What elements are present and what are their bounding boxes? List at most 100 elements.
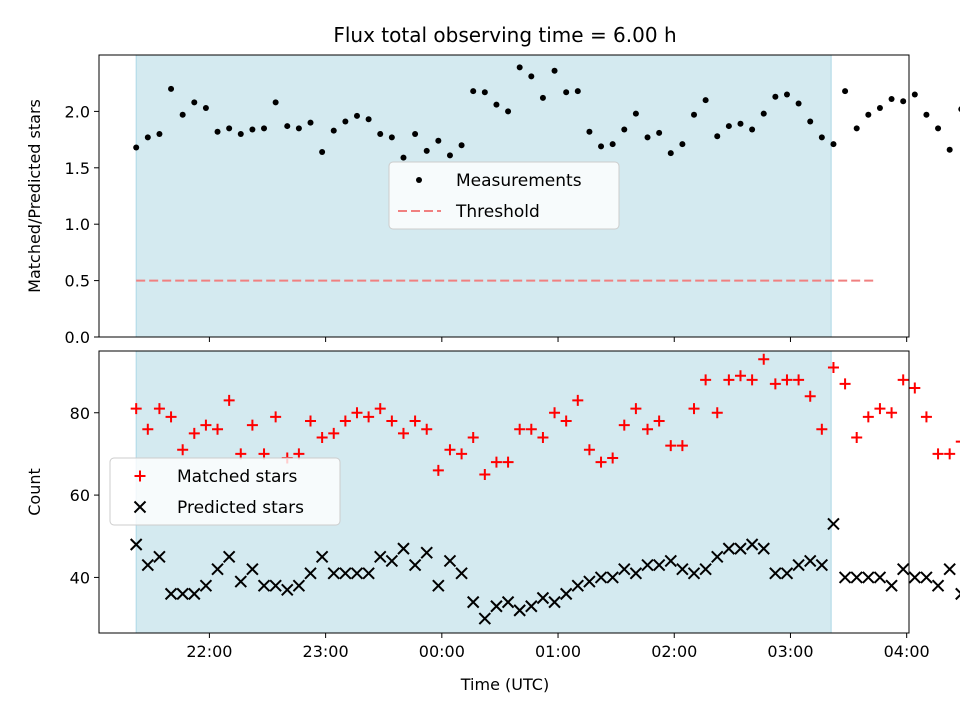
matched-point: [467, 431, 479, 443]
measurement-point: [179, 111, 186, 118]
predicted-point: [199, 579, 213, 592]
matched-point: [177, 444, 189, 456]
legend: Matched stars Predicted stars: [109, 457, 341, 526]
measurement-point: [353, 112, 360, 119]
measurement-point: [191, 99, 198, 106]
measurement-point: [539, 94, 546, 101]
y-tick-label: 40: [70, 568, 90, 587]
matched-point: [851, 431, 863, 443]
matched-point: [862, 411, 874, 423]
matched-point: [374, 403, 386, 415]
predicted-point: [548, 595, 561, 609]
measurement-point: [830, 141, 837, 148]
matched-point: [212, 423, 224, 435]
measurement-point: [842, 88, 849, 95]
measurement-point: [528, 73, 535, 80]
matched-point: [700, 374, 712, 386]
measurement-point: [470, 88, 477, 95]
matched-point: [537, 431, 549, 443]
measurement-point: [446, 152, 453, 159]
matched-point: [351, 407, 363, 419]
legend-label: Threshold: [455, 202, 540, 222]
matched-point: [142, 423, 154, 435]
legend-label: Predicted stars: [177, 498, 304, 518]
predicted-point: [792, 558, 805, 572]
matched-point: [223, 394, 235, 406]
predicted-point: [129, 538, 143, 551]
y-tick-label: 60: [70, 486, 90, 505]
x-tick-label: 04:00: [884, 642, 930, 661]
predicted-point: [850, 571, 863, 584]
matched-point: [479, 469, 491, 481]
measurement-point: [807, 118, 814, 125]
predicted-point: [606, 571, 619, 584]
legend-label: Measurements: [456, 171, 582, 191]
measurement-point: [388, 134, 395, 141]
matched-point: [514, 423, 526, 435]
predicted-point: [734, 542, 747, 555]
matched-point: [909, 382, 921, 394]
matched-point: [444, 444, 456, 456]
matched-point: [456, 448, 468, 460]
matched-point: [421, 423, 433, 435]
count-panel: 22:00 23:00 00:00 01:00 02:00 03:00 04:00 40 60 8…: [25, 350, 960, 661]
x-tick-label: 02:00: [651, 642, 697, 661]
matched-point: [246, 419, 258, 431]
predicted-point: [536, 591, 550, 605]
matched-point: [525, 423, 537, 435]
matched-point: [305, 415, 317, 427]
predicted-point: [513, 604, 526, 617]
predicted-point: [269, 579, 282, 592]
matched-point: [630, 403, 642, 415]
measurement-point: [853, 125, 860, 132]
measurement-point: [551, 67, 558, 74]
predicted-point: [641, 558, 654, 572]
matched-point: [944, 448, 956, 460]
legend-marker-matched: [134, 470, 146, 482]
matched-point: [188, 427, 200, 439]
predicted-point: [420, 546, 433, 559]
predicted-point: [315, 550, 329, 564]
predicted-point: [490, 600, 503, 613]
measurement-point: [377, 130, 384, 137]
predicted-point: [594, 571, 608, 584]
chart-title: Flux total observing time = 6.00 h: [333, 23, 676, 47]
y-tick-label: 2.0: [65, 102, 90, 121]
predicted-point: [722, 542, 736, 555]
matched-point: [607, 452, 619, 464]
y-tick-label: 1.0: [65, 215, 90, 234]
y-tick-label: 1.5: [65, 159, 90, 178]
measurement-point: [888, 95, 895, 102]
predicted-point: [652, 558, 666, 572]
predicted-point: [676, 562, 689, 576]
measurement-point: [760, 110, 767, 117]
measurement-point: [923, 111, 930, 118]
x-tick-label: 01:00: [535, 642, 581, 661]
matched-point: [642, 423, 654, 435]
matched-point: [839, 378, 851, 390]
measurement-point: [307, 119, 314, 126]
measurement-point: [911, 91, 918, 98]
measurement-point: [749, 126, 756, 133]
predicted-point: [374, 550, 387, 564]
measurement-point: [644, 134, 651, 141]
matched-point: [688, 403, 700, 415]
predicted-point: [304, 567, 317, 580]
matched-point: [955, 440, 960, 443]
plot-frame: [98, 350, 910, 634]
matched-point: [560, 415, 572, 427]
predicted-point: [397, 542, 410, 555]
predicted-point: [804, 554, 817, 568]
predicted-point: [745, 538, 759, 551]
measurement-point: [516, 64, 523, 71]
matched-point: [816, 423, 828, 435]
measurement-point: [598, 143, 605, 150]
matched-point: [490, 456, 502, 468]
matched-point: [165, 411, 177, 423]
predicted-point: [920, 571, 933, 584]
measurement-point: [667, 150, 674, 157]
legend-label: Matched stars: [177, 467, 297, 487]
predicted-point: [618, 562, 631, 576]
matched-point: [886, 407, 898, 419]
